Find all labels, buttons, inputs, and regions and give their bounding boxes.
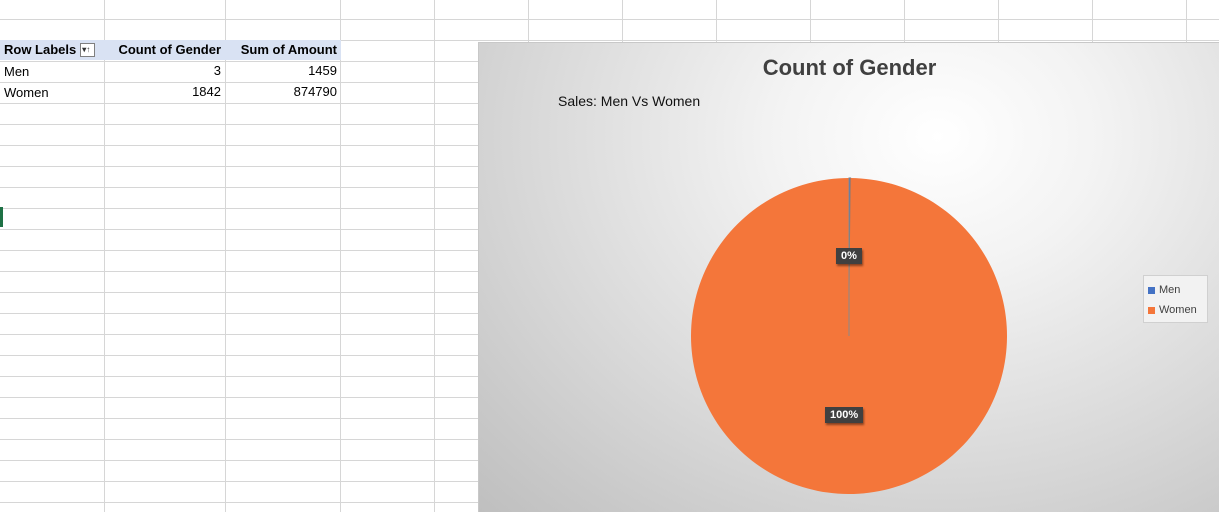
row-labels-header-text: Row Labels — [4, 42, 77, 57]
legend-label-women: Women — [1159, 304, 1197, 316]
legend-swatch-men — [1148, 286, 1155, 294]
row-labels-header[interactable]: Row Labels ▾↑ — [0, 40, 104, 60]
legend-item-women: Women — [1148, 300, 1203, 320]
legend-swatch-women — [1148, 306, 1155, 314]
row-label-cell[interactable]: Men — [4, 63, 30, 79]
pie-chart[interactable]: Count of Gender Sales: Men Vs Women 0% 10… — [478, 42, 1219, 512]
pivot-row-men: Men 3 1459 — [0, 61, 341, 82]
row-label-cell[interactable]: Women — [4, 84, 49, 100]
chart-subtitle[interactable]: Sales: Men Vs Women — [558, 93, 701, 109]
sum-cell[interactable]: 874790 — [293, 84, 337, 99]
pivot-row-women: Women 1842 874790 — [0, 82, 341, 103]
sum-of-amount-header[interactable]: Sum of Amount — [240, 42, 337, 57]
count-cell[interactable]: 1842 — [192, 84, 221, 99]
pie-plot — [691, 177, 1008, 494]
data-label-women[interactable]: 100% — [825, 407, 864, 423]
chart-title[interactable]: Count of Gender — [762, 55, 937, 80]
sum-cell[interactable]: 1459 — [308, 63, 337, 78]
pivot-header-row: Row Labels ▾↑ Count of Gender Sum of Amo… — [0, 40, 341, 60]
chart-legend[interactable]: Men Women — [1143, 275, 1208, 323]
active-row-indicator — [0, 207, 3, 227]
count-of-gender-header[interactable]: Count of Gender — [118, 42, 221, 57]
legend-item-men: Men — [1148, 280, 1203, 300]
data-label-men[interactable]: 0% — [836, 248, 862, 264]
filter-dropdown-icon[interactable]: ▾↑ — [80, 43, 96, 57]
legend-label-men: Men — [1159, 284, 1181, 296]
count-cell[interactable]: 3 — [213, 63, 221, 78]
